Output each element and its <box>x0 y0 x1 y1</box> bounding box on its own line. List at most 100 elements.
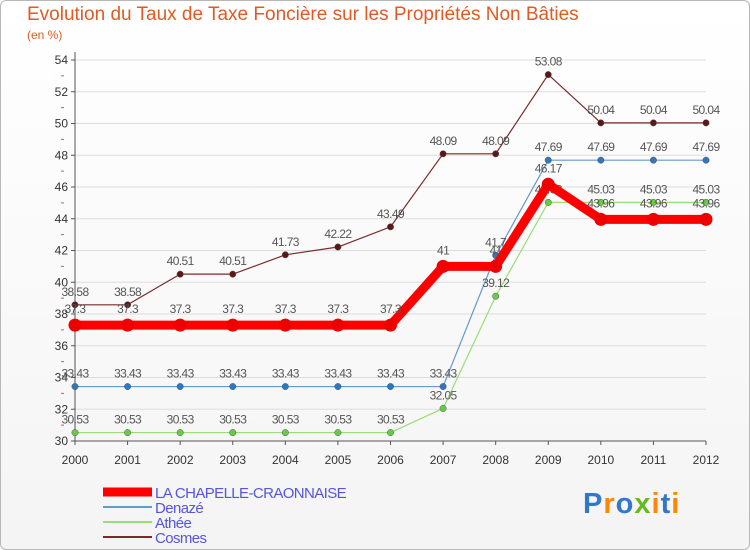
data-label: 40.51 <box>219 254 247 268</box>
data-label: 37.3 <box>222 302 244 316</box>
data-point <box>173 318 187 332</box>
data-point <box>439 405 447 412</box>
data-point <box>702 119 710 127</box>
logo-letter: P <box>583 488 604 520</box>
data-point <box>597 156 605 164</box>
y-tick-label: 42 <box>55 244 69 258</box>
data-point <box>597 198 605 206</box>
data-label: 45.03 <box>640 182 668 196</box>
data-point <box>229 383 237 390</box>
data-point <box>121 318 135 332</box>
y-tick-label: 40 <box>55 275 69 289</box>
data-label: 37.3 <box>170 302 192 316</box>
data-point <box>387 429 394 437</box>
x-tick-label: 2002 <box>167 453 194 467</box>
data-label: 41 <box>437 243 450 257</box>
logo-letter: r <box>603 488 616 520</box>
data-point <box>334 429 342 437</box>
data-point <box>229 429 237 437</box>
data-label: 46.17 <box>535 161 563 175</box>
data-label: 33.43 <box>272 367 300 381</box>
data-label: 41.73 <box>272 235 300 249</box>
y-tick-label: 36 <box>55 339 69 353</box>
data-label: 37.3 <box>65 302 87 316</box>
data-point <box>68 318 82 332</box>
data-label: 30.53 <box>167 413 195 427</box>
data-point <box>176 270 184 278</box>
data-label: 33.43 <box>219 367 247 381</box>
data-label: 47.69 <box>692 140 720 154</box>
data-point <box>541 177 555 191</box>
data-label: 53.08 <box>535 55 563 69</box>
data-label: 50.04 <box>640 103 668 117</box>
data-point <box>334 383 342 390</box>
data-label: 30.53 <box>377 413 405 427</box>
data-point <box>281 383 289 390</box>
data-label: 40.51 <box>167 254 195 268</box>
proxiti-logo: Proxiti <box>583 488 680 521</box>
logo-letter: x <box>634 488 652 520</box>
x-tick-label: 2011 <box>641 453 667 467</box>
data-point <box>699 212 713 226</box>
data-label: 47.69 <box>640 140 668 154</box>
data-label: 43.49 <box>377 207 405 221</box>
data-label: 33.43 <box>61 367 89 381</box>
y-tick-label: 38 <box>55 307 69 321</box>
data-label: 30.53 <box>272 413 300 427</box>
data-label: 50.04 <box>692 103 720 117</box>
data-point <box>597 119 605 127</box>
data-point <box>702 156 710 164</box>
data-point <box>439 383 447 390</box>
data-label: 33.43 <box>377 367 405 381</box>
logo-letter: t <box>660 488 672 520</box>
x-tick-label: 2007 <box>430 453 457 467</box>
data-point <box>124 383 132 390</box>
data-label: 39.12 <box>482 276 510 290</box>
x-tick-label: 2008 <box>482 453 509 467</box>
data-label: 33.43 <box>430 367 458 381</box>
data-point <box>544 198 552 206</box>
data-point <box>71 301 79 309</box>
data-point <box>436 259 450 273</box>
data-point <box>646 212 660 226</box>
data-label: 42.22 <box>324 227 352 241</box>
y-tick-label: 34 <box>55 371 69 385</box>
data-point <box>387 223 394 231</box>
data-point <box>124 301 132 309</box>
data-point <box>331 318 345 332</box>
legend-label: Denazé <box>155 500 203 517</box>
logo-letter: i <box>651 488 661 520</box>
data-label: 43.96 <box>640 196 668 210</box>
data-label: 33.43 <box>114 367 142 381</box>
data-label: 47.69 <box>535 140 563 154</box>
data-label: 30.53 <box>61 413 89 427</box>
data-label: 33.43 <box>167 367 195 381</box>
data-point <box>334 243 342 251</box>
legend-label: LA CHAPELLE-CRAONNAISE <box>155 485 347 502</box>
data-point <box>176 383 184 390</box>
logo-letter: i <box>671 488 681 520</box>
data-label: 30.53 <box>219 413 247 427</box>
data-label: 47.69 <box>587 140 615 154</box>
chart-title: Evolution du Taux de Taxe Foncière sur l… <box>27 4 579 25</box>
data-label: 41 <box>490 243 503 257</box>
x-tick-label: 2012 <box>693 453 720 467</box>
data-label: 45.03 <box>692 182 720 196</box>
data-point <box>702 198 710 206</box>
data-label: 37.3 <box>327 302 349 316</box>
data-label: 37.3 <box>117 302 139 316</box>
data-point <box>594 212 608 226</box>
y-tick-label: 46 <box>55 180 69 194</box>
data-label: 50.04 <box>587 103 615 117</box>
x-tick-label: 2001 <box>114 453 141 467</box>
data-label: 41.7 <box>485 235 507 249</box>
data-point <box>281 429 289 437</box>
x-tick-label: 2010 <box>587 453 614 467</box>
y-tick-label: 44 <box>55 212 69 226</box>
data-label: 48.09 <box>482 134 510 148</box>
x-tick-label: 2004 <box>272 453 299 467</box>
data-point <box>489 259 503 273</box>
data-label: 37.3 <box>380 302 402 316</box>
data-point <box>281 251 289 259</box>
